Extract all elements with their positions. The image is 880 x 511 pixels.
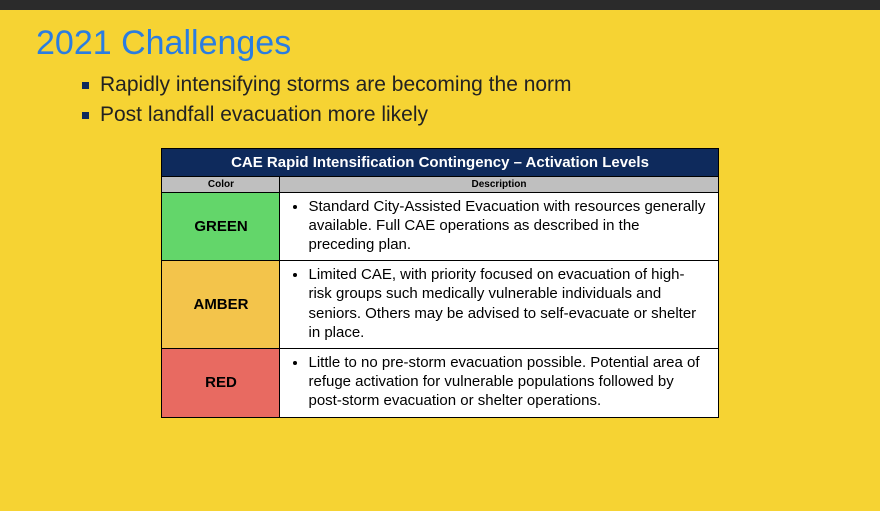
- slide: 2021 Challenges Rapidly intensifying sto…: [0, 10, 880, 511]
- level-label-red: RED: [162, 349, 280, 418]
- window-topbar: [0, 0, 880, 10]
- table-header-color: Color: [162, 176, 280, 192]
- level-label-amber: AMBER: [162, 261, 280, 349]
- level-label-green: GREEN: [162, 192, 280, 261]
- table-container: CAE Rapid Intensification Contingency – …: [36, 148, 844, 418]
- level-description: Standard City-Assisted Evacuation with r…: [280, 192, 718, 261]
- level-description-text: Limited CAE, with priority focused on ev…: [308, 265, 707, 342]
- level-description-text: Little to no pre-storm evacuation possib…: [308, 353, 707, 411]
- table-caption-row: CAE Rapid Intensification Contingency – …: [162, 148, 718, 176]
- table-row: RED Little to no pre-storm evacuation po…: [162, 349, 718, 418]
- level-description-text: Standard City-Assisted Evacuation with r…: [308, 197, 707, 255]
- table-header-description: Description: [280, 176, 718, 192]
- activation-levels-table: CAE Rapid Intensification Contingency – …: [161, 148, 718, 418]
- table-row: GREEN Standard City-Assisted Evacuation …: [162, 192, 718, 261]
- bullet-list: Rapidly intensifying storms are becoming…: [82, 71, 844, 130]
- level-description: Limited CAE, with priority focused on ev…: [280, 261, 718, 349]
- bullet-item: Rapidly intensifying storms are becoming…: [82, 71, 844, 99]
- slide-title: 2021 Challenges: [36, 24, 844, 63]
- table-row: AMBER Limited CAE, with priority focused…: [162, 261, 718, 349]
- table-caption: CAE Rapid Intensification Contingency – …: [162, 148, 718, 176]
- table-header-row: Color Description: [162, 176, 718, 192]
- bullet-item: Post landfall evacuation more likely: [82, 101, 844, 129]
- level-description: Little to no pre-storm evacuation possib…: [280, 349, 718, 418]
